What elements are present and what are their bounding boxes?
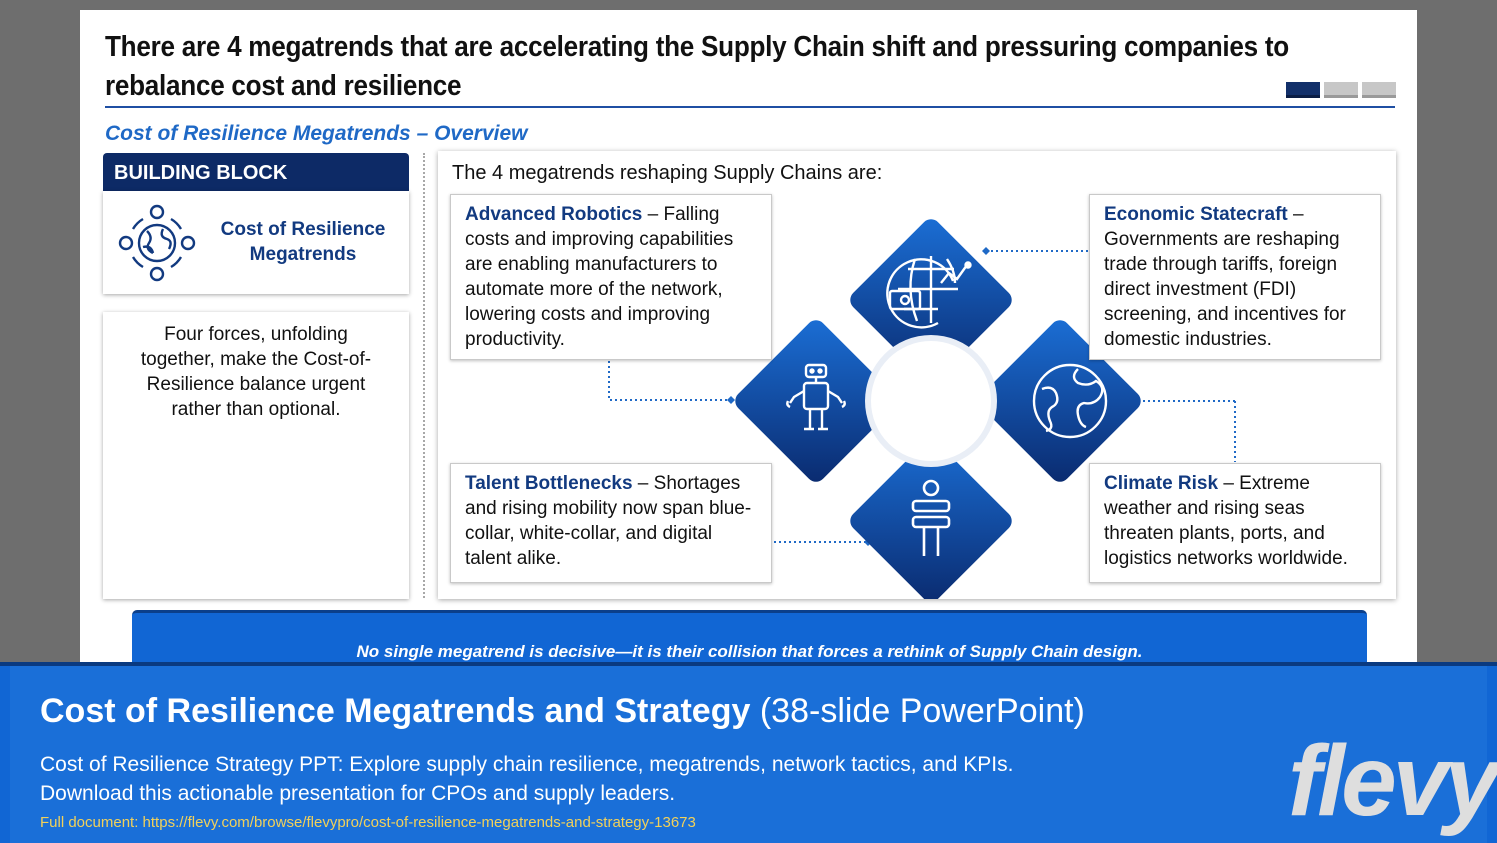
trend-text: – Falling costs and improving capabiliti…	[465, 204, 734, 350]
megatrends-panel: The 4 megatrends reshaping Supply Chains…	[438, 151, 1396, 599]
progress-tab-1[interactable]	[1286, 82, 1320, 98]
footer-panel: Cost of Resilience Megatrends and Strate…	[10, 666, 1497, 843]
slide-progress-tabs	[1286, 82, 1396, 98]
trend-text: – Governments are reshaping trade throug…	[1104, 204, 1346, 350]
globe-cycle-icon	[118, 204, 196, 282]
earth-icon	[1032, 363, 1108, 439]
trend-name: Climate Risk	[1104, 473, 1219, 494]
document-link[interactable]: Full document: https://flevy.com/browse/…	[40, 814, 696, 831]
building-block-header: BUILDING BLOCK	[103, 153, 409, 191]
slide-title: There are 4 megatrends that are accelera…	[105, 31, 1289, 102]
product-footer: Cost of Resilience Megatrends and Strate…	[0, 662, 1497, 843]
product-title-format: (38-slide PowerPoint)	[750, 692, 1085, 730]
description-text: Four forces, unfolding together, make th…	[140, 324, 372, 420]
trend-climate-risk: Climate Risk – Extreme weather and risin…	[1089, 463, 1381, 583]
product-description: Cost of Resilience Strategy PPT: Explore…	[40, 753, 1014, 805]
trend-economic-statecraft: Economic Statecraft – Governments are re…	[1089, 194, 1381, 360]
slide-subtitle: Cost of Resilience Megatrends – Overview	[105, 122, 528, 145]
conclusion-text: No single megatrend is decisive—it is th…	[356, 642, 1143, 661]
progress-tab-2[interactable]	[1324, 82, 1358, 98]
title-divider	[105, 106, 1395, 108]
trend-text: – Extreme weather and rising seas threat…	[1104, 473, 1348, 569]
slide: There are 4 megatrends that are accelera…	[80, 10, 1417, 665]
robot-icon	[786, 363, 846, 431]
conclusion-banner: No single megatrend is decisive—it is th…	[132, 610, 1367, 665]
center-circle	[871, 341, 991, 461]
globe-money-icon	[886, 256, 972, 329]
building-block-card: Cost of Resilience Megatrends	[103, 191, 409, 294]
trend-advanced-robotics: Advanced Robotics – Falling costs and im…	[450, 194, 772, 360]
description-box: Four forces, unfolding together, make th…	[103, 312, 409, 599]
vertical-divider	[423, 153, 425, 598]
person-icon	[911, 479, 951, 556]
trend-text: – Shortages and rising mobility now span…	[465, 473, 752, 569]
flevy-logo[interactable]: flevy	[1288, 725, 1497, 837]
product-title-main: Cost of Resilience Megatrends and Strate…	[40, 692, 751, 730]
diamond-left	[735, 320, 897, 482]
megatrend-diagram	[608, 219, 1236, 599]
building-block-label: Cost of Resilience Megatrends	[220, 219, 386, 265]
progress-tab-3[interactable]	[1362, 82, 1396, 98]
trend-talent-bottlenecks: Talent Bottlenecks – Shortages and risin…	[450, 463, 772, 583]
trend-name: Advanced Robotics	[465, 204, 643, 225]
product-title: Cost of Resilience Megatrends and Strate…	[40, 692, 1085, 731]
megatrends-intro: The 4 megatrends reshaping Supply Chains…	[452, 162, 883, 184]
diamond-bottom	[850, 440, 1012, 599]
diamond-right	[979, 320, 1141, 482]
trend-name: Economic Statecraft	[1104, 204, 1288, 225]
trend-name: Talent Bottlenecks	[465, 473, 633, 494]
